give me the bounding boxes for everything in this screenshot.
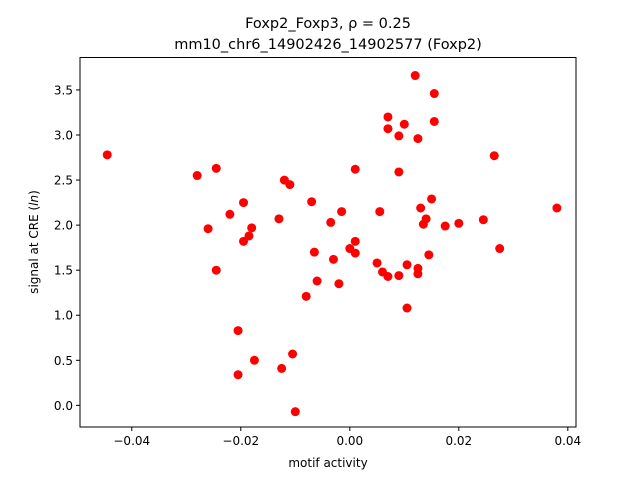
data-point (233, 370, 243, 380)
data-point (307, 197, 317, 207)
y-tick-label: 0.5 (54, 354, 73, 368)
data-point (421, 214, 431, 224)
chart-title-line-1: Foxp2_Foxp3, ρ = 0.25 (245, 16, 411, 32)
data-point (478, 215, 488, 225)
data-point (274, 214, 284, 224)
data-point (211, 163, 221, 173)
data-point (334, 279, 344, 289)
x-tick-label: −0.04 (113, 434, 150, 448)
data-point (427, 194, 437, 204)
data-point (489, 151, 499, 161)
data-point (290, 407, 300, 417)
data-point (309, 247, 319, 257)
x-axis-label: motif activity (288, 456, 367, 470)
data-point (239, 198, 249, 208)
data-point (416, 203, 426, 213)
data-point (249, 355, 259, 365)
data-point (350, 164, 360, 174)
y-tick-label: 2.0 (54, 219, 73, 233)
data-point (383, 124, 393, 134)
data-point (337, 207, 347, 217)
data-point (402, 260, 412, 270)
data-point (402, 303, 412, 313)
x-tick-label: 0.02 (445, 434, 472, 448)
y-tick-label: 3.0 (54, 129, 73, 143)
y-tick-label: 1.0 (54, 309, 73, 323)
data-point (413, 269, 423, 279)
data-point (383, 271, 393, 281)
data-point (429, 89, 439, 99)
data-point (285, 180, 295, 190)
plot-area-frame (79, 57, 577, 428)
x-tick-label: −0.02 (222, 434, 259, 448)
y-tick-label: 1.5 (54, 264, 73, 278)
data-point (440, 221, 450, 231)
x-tick-label: 0.04 (554, 434, 581, 448)
y-tick-label: 0.0 (54, 399, 73, 413)
data-point (225, 209, 235, 219)
data-point (102, 150, 112, 160)
data-point (454, 218, 464, 228)
chart-title-line-2: mm10_chr6_14902426_14902577 (Foxp2) (174, 37, 482, 53)
data-point (312, 276, 322, 286)
y-axis-label: signal at CRE (ln) (27, 190, 41, 294)
data-point (277, 363, 287, 373)
y-tick-label: 3.5 (54, 83, 73, 97)
x-tick-label: 0.00 (336, 434, 363, 448)
data-point (413, 134, 423, 144)
data-point (495, 244, 505, 254)
data-point (247, 223, 257, 233)
data-point (233, 326, 243, 336)
data-point (394, 271, 404, 281)
data-point (328, 254, 338, 264)
data-point (203, 224, 213, 234)
data-point (552, 203, 562, 213)
data-point (399, 119, 409, 129)
axis-ticks: −0.04 −0.02 0.00 0.02 0.04 0.0 0.5 1.0 1.5 2.0 2.5… (54, 83, 581, 448)
data-point (372, 258, 382, 268)
data-point (375, 207, 385, 217)
y-tick-label: 2.5 (54, 174, 73, 188)
data-point (429, 116, 439, 126)
data-point (394, 131, 404, 141)
data-point (288, 349, 298, 359)
data-point (326, 217, 336, 227)
data-point (350, 248, 360, 258)
data-point (192, 171, 202, 181)
data-point (350, 236, 360, 246)
data-point (301, 291, 311, 301)
data-points (102, 71, 562, 417)
data-point (383, 112, 393, 122)
data-point (211, 265, 221, 275)
data-point (394, 167, 404, 177)
data-point (410, 71, 420, 81)
data-point (424, 250, 434, 260)
data-point (244, 231, 254, 241)
